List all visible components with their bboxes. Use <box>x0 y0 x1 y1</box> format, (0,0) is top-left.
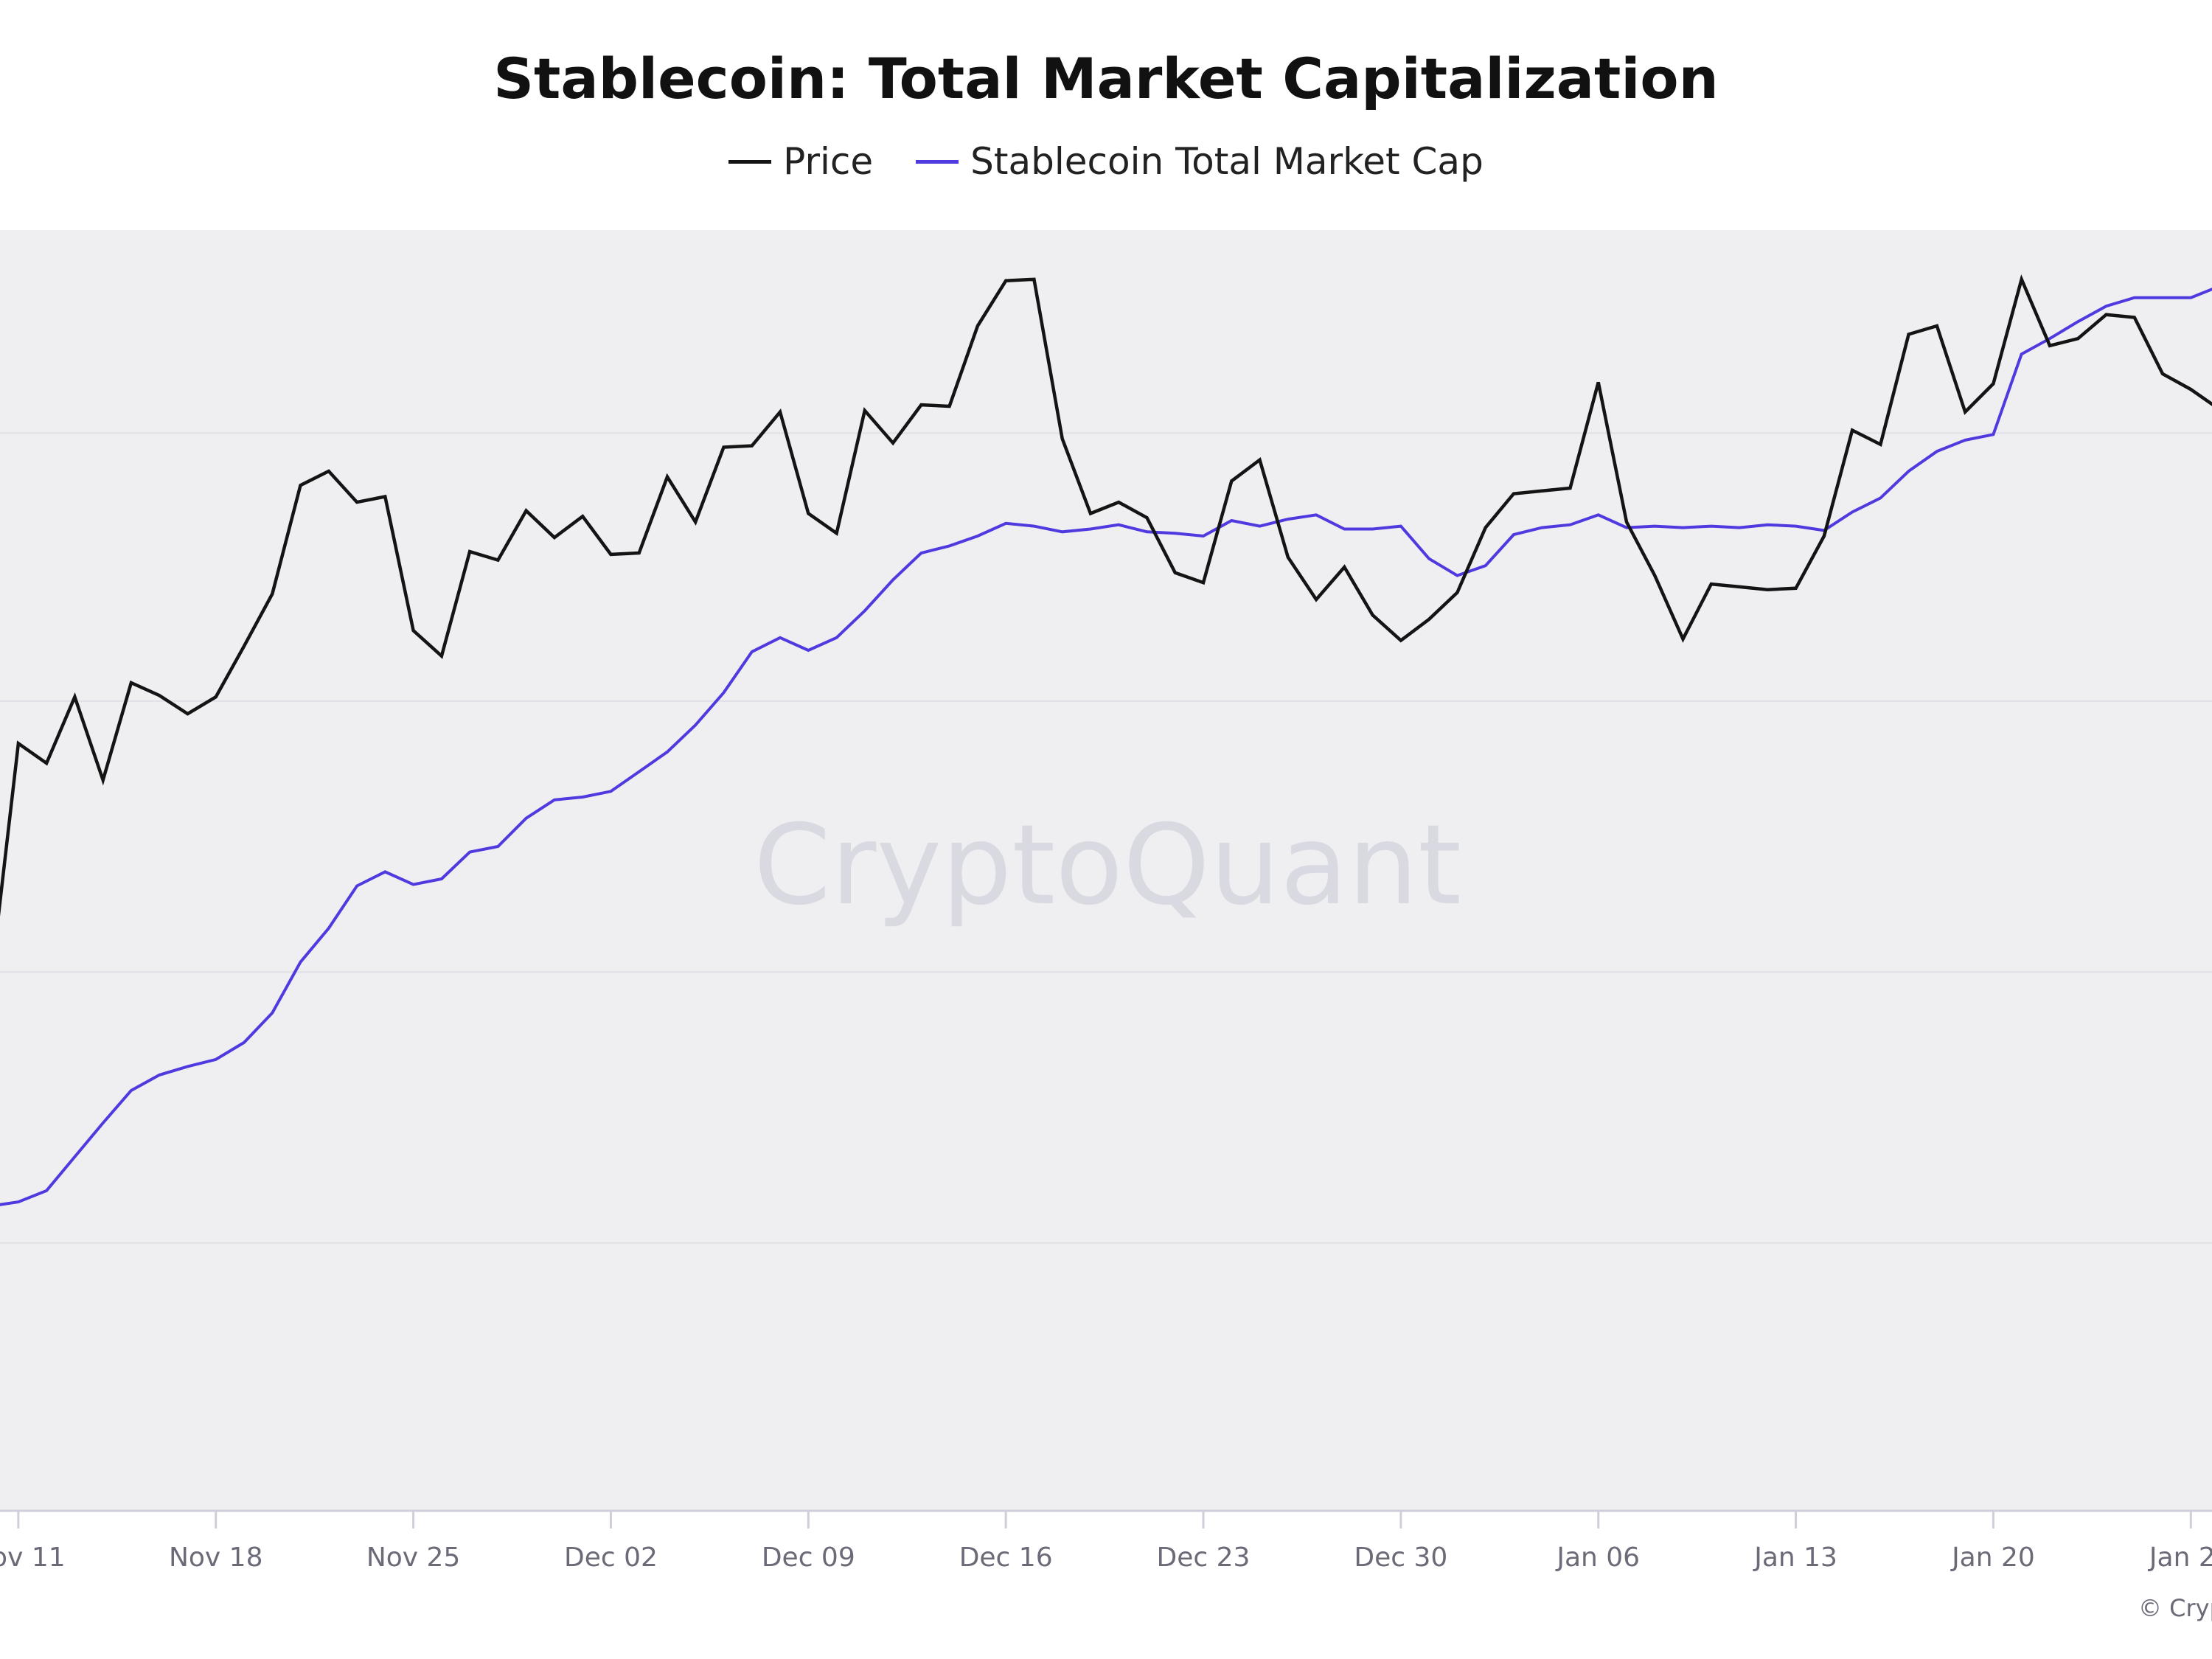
x-tick-label: Jan 06 <box>1555 1543 1640 1573</box>
series-line-stablecoin-market-cap <box>0 288 2212 1206</box>
x-tick-label: Nov 11 <box>0 1543 66 1573</box>
x-axis-ticks: Nov 11 Nov 18 Nov 25 Dec 02 Dec 09 Dec 16 Dec … <box>0 1511 2212 1573</box>
copyright: © CryptoQuant <box>2138 1594 2212 1622</box>
x-tick-label: Dec 23 <box>1157 1543 1251 1573</box>
x-tick-label: Dec 30 <box>1354 1543 1447 1573</box>
chart-title: Stablecoin: Total Market Capitalization <box>493 46 1719 111</box>
legend-item-price[interactable]: Price <box>728 140 873 183</box>
legend-label-price: Price <box>783 140 874 183</box>
x-tick-label: Nov 25 <box>366 1543 461 1573</box>
x-tick-label: Dec 02 <box>564 1543 658 1573</box>
series-lines <box>0 274 2212 1206</box>
legend-label-stablecoin: Stablecoin Total Market Cap <box>970 140 1484 183</box>
x-tick-label: Jan 13 <box>1753 1543 1837 1573</box>
x-tick-label: Dec 16 <box>959 1543 1053 1573</box>
x-tick-label: Jan 20 <box>1950 1543 2035 1573</box>
plot-area <box>0 230 2212 1511</box>
watermark: CryptoQuant <box>754 801 1461 930</box>
legend-swatch-price <box>728 159 772 164</box>
series-line-price <box>0 274 2212 917</box>
legend-swatch-stablecoin <box>916 159 959 164</box>
legend-item-stablecoin-market-cap[interactable]: Stablecoin Total Market Cap <box>916 140 1484 183</box>
legend: Price Stablecoin Total Market Cap <box>0 140 2212 183</box>
gridlines <box>0 432 2212 1244</box>
x-tick-label: Dec 09 <box>762 1543 855 1573</box>
x-tick-label: Jan 27 <box>2148 1543 2212 1573</box>
x-tick-label: Nov 18 <box>169 1543 263 1573</box>
